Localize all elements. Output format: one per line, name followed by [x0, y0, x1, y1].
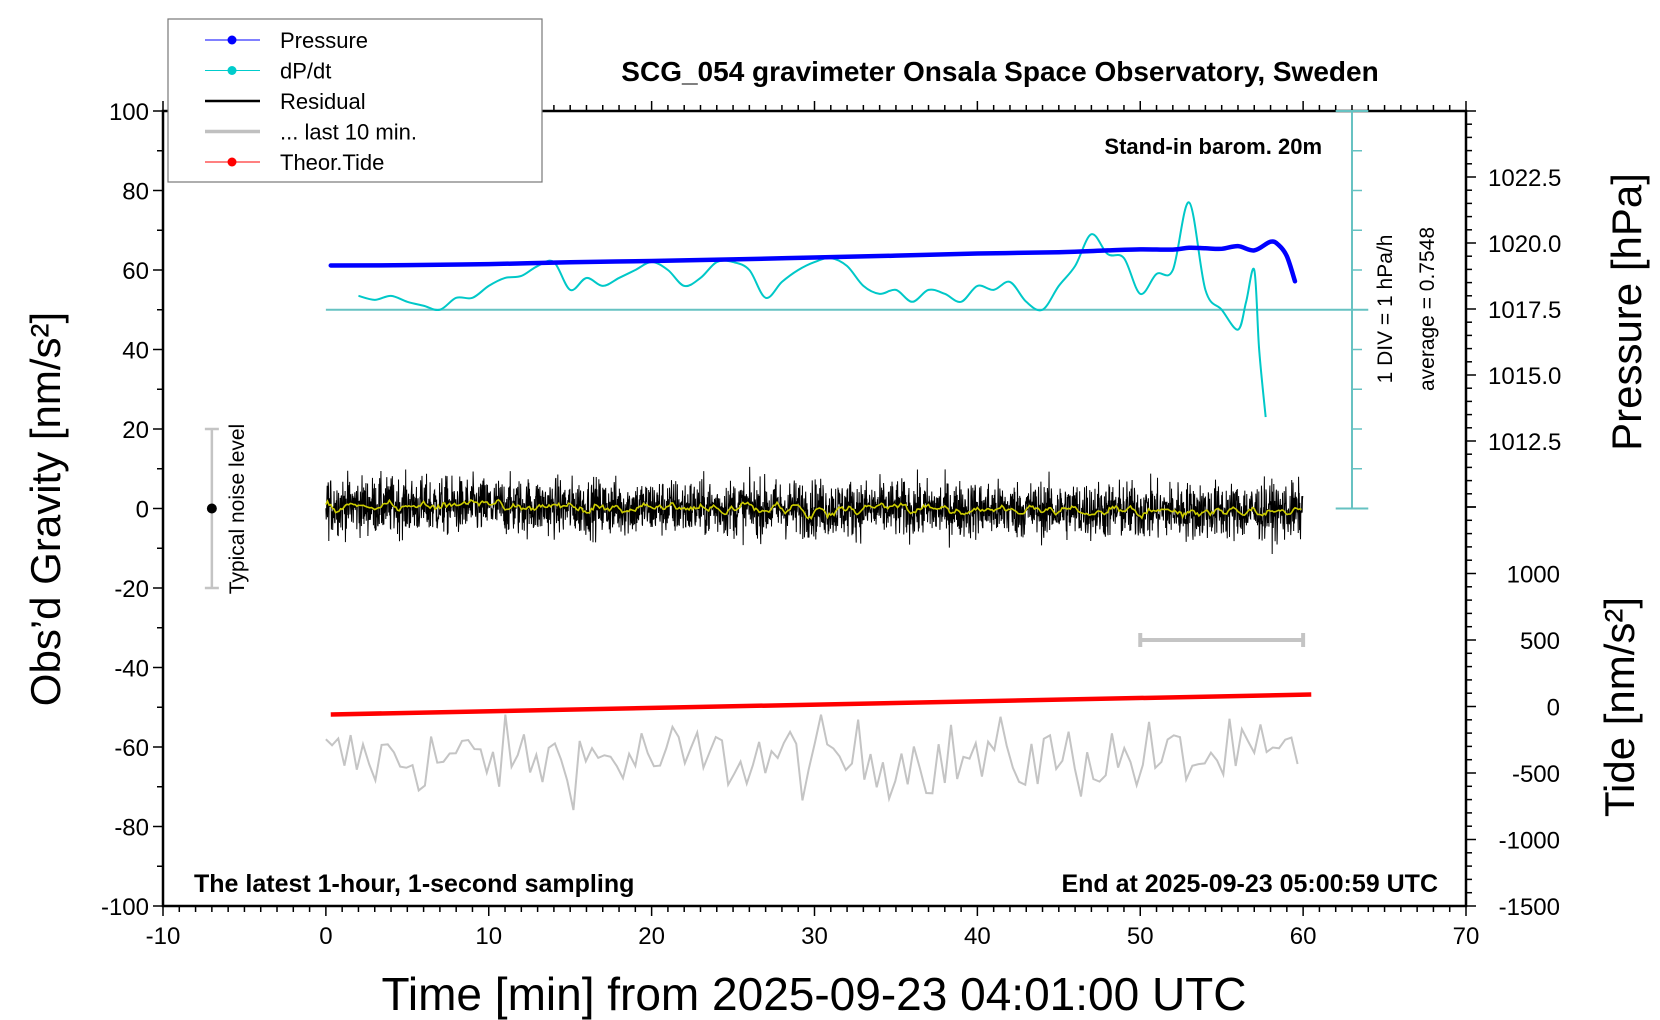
legend-label: ... last 10 min.: [280, 120, 417, 145]
tide-tick-label: -1500: [1499, 894, 1560, 921]
chart-title: SCG_054 gravimeter Onsala Space Observat…: [621, 56, 1378, 87]
y-tick-label: -40: [114, 656, 149, 683]
sampling-note: The latest 1-hour, 1-second sampling: [194, 870, 634, 898]
pressure-tick-label: 1017.5: [1488, 297, 1561, 324]
legend-swatch-dot: [227, 66, 237, 75]
tide-tick-label: 0: [1547, 695, 1560, 722]
residual-smoothed-line: [325, 498, 1302, 520]
legend-item: Theor.Tide: [205, 150, 384, 175]
tide-axis-label: Tide [nm/s²]: [1596, 597, 1643, 817]
legend-label: Residual: [280, 89, 366, 114]
x-tick-label: 40: [964, 923, 991, 950]
theor-tide-line: [330, 692, 1312, 717]
tide-tick-label: -500: [1512, 761, 1560, 788]
last-10-min-line: [325, 714, 1299, 811]
y-tick-label: 60: [122, 258, 149, 285]
x-tick-label: 60: [1290, 923, 1317, 950]
legend: Pressure dP/dt Residual ... last 10 min. The…: [167, 18, 543, 183]
axis-ticks: -10 0 10 20 30 40 50 60 70100806040200-20-40-60-…: [101, 99, 1561, 950]
x-tick-label: 70: [1453, 923, 1480, 950]
legend-label: Pressure: [280, 28, 368, 53]
barometer-note: Stand-in barom. 20m: [1104, 134, 1322, 159]
series-layer: [204, 110, 1369, 811]
end-time-note: End at 2025-09-23 05:00:59 UTC: [1061, 870, 1438, 898]
pressure-tick-label: 1012.5: [1488, 429, 1561, 456]
legend-item: ... last 10 min.: [205, 120, 417, 145]
pressure-tick-label: 1022.5: [1488, 165, 1561, 192]
x-tick-label: 10: [475, 923, 502, 950]
y-tick-label: 100: [109, 99, 149, 126]
y-tick-label: 0: [136, 497, 149, 524]
tide-tick-label: 500: [1520, 628, 1560, 655]
y-tick-label: -80: [114, 815, 149, 842]
noise-bar-dot: [206, 503, 217, 514]
legend-item: Pressure: [205, 28, 368, 53]
legend-swatch-dot: [227, 157, 237, 167]
tide-tick-label: 1000: [1507, 562, 1560, 589]
x-tick-label: -10: [146, 923, 181, 950]
legend-item: dP/dt: [205, 59, 331, 84]
pressure-line: [328, 239, 1298, 284]
legend-swatch-dot: [227, 35, 237, 45]
tide-tick-label: -1000: [1499, 828, 1560, 855]
pressure-axis-label: Pressure [hPa]: [1603, 173, 1650, 451]
div-label: 1 DIV = 1 hPa/h: [1374, 235, 1397, 384]
x-tick-label: 0: [319, 923, 332, 950]
y-tick-label: 40: [122, 338, 149, 365]
y-tick-label: -100: [101, 894, 149, 921]
y-tick-label: 80: [122, 179, 149, 206]
x-axis-label: Time [min] from 2025-09-23 04:01:00 UTC: [382, 968, 1247, 1020]
y-tick-label: 20: [122, 417, 149, 444]
noise-level-label: Typical noise level: [226, 424, 249, 594]
legend-item: Residual: [205, 89, 366, 114]
x-tick-label: 20: [638, 923, 665, 950]
legend-label: Theor.Tide: [280, 150, 384, 175]
legend-label: dP/dt: [280, 59, 331, 84]
x-tick-label: 30: [801, 923, 828, 950]
pressure-tick-label: 1020.0: [1488, 231, 1561, 258]
y-tick-label: -20: [114, 576, 149, 603]
pressure-tick-label: 1015.0: [1488, 363, 1561, 390]
residual-line: [325, 466, 1304, 554]
average-label: average = 0.7548: [1416, 227, 1439, 391]
x-tick-label: 50: [1127, 923, 1154, 950]
y-axis-label: Obs’d Gravity [nm/s²]: [22, 312, 69, 706]
y-tick-label: -60: [114, 735, 149, 762]
